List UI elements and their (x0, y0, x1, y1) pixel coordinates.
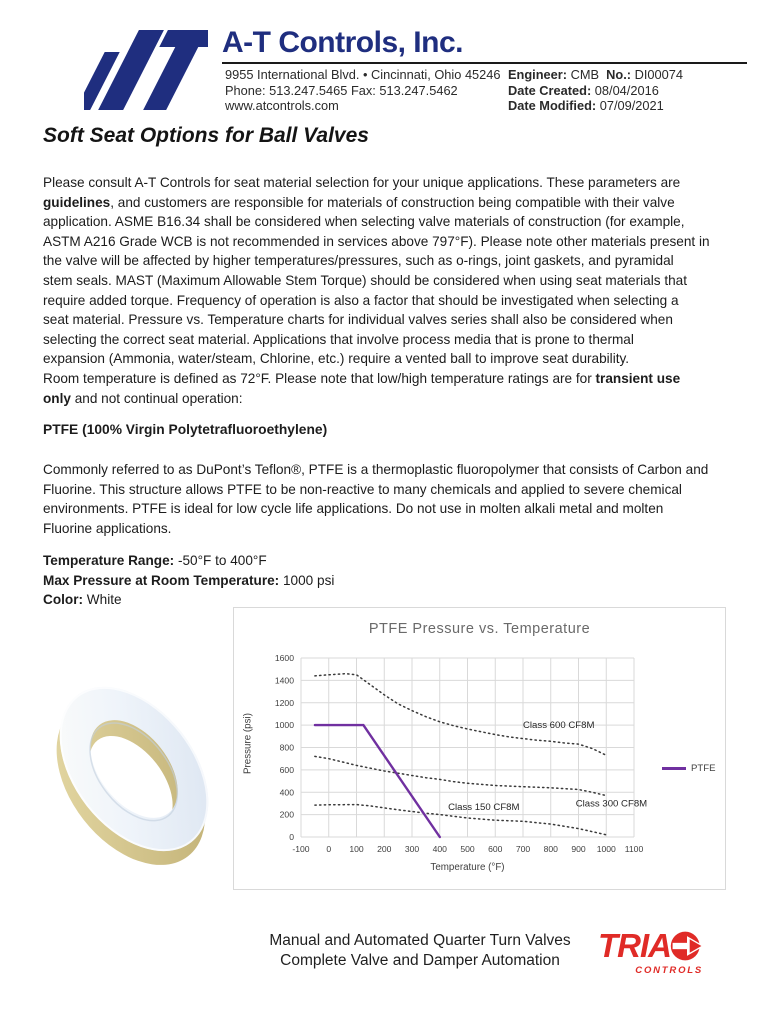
chart-plot-area: 0 200 400 600 800 1000 1200 1400 1600 -100 0 100 200… (275, 653, 647, 854)
triac-arrow-icon (670, 931, 705, 961)
svg-text:600: 600 (280, 765, 295, 775)
triac-controls-logo: TRIA CONTROLS (598, 928, 705, 976)
ptfe-seat-photo (56, 686, 209, 865)
company-name: A-T Controls, Inc. (222, 26, 464, 59)
svg-text:-100: -100 (292, 844, 309, 854)
chart-title: PTFE Pressure vs. Temperature (368, 621, 591, 637)
ptfe-section-heading: PTFE (100% Virgin Polytetrafluoroethylen… (43, 422, 328, 437)
at-controls-logo-icon (84, 30, 208, 110)
spec-list: Temperature Range: -50°F to 400°F Max Pre… (43, 553, 335, 608)
ptfe-paragraph: Commonly referred to as DuPont’s Teflon®… (43, 462, 709, 536)
legend-label: PTFE (691, 763, 716, 774)
svg-text:Class 600 CF8M: Class 600 CF8M (523, 720, 594, 731)
footer-tagline: Manual and Automated Quarter Turn Valves… (180, 931, 660, 971)
y-axis-label: Pressure (psi) (242, 713, 254, 774)
svg-text:1600: 1600 (275, 653, 294, 663)
svg-text:600: 600 (488, 844, 503, 854)
pressure-temperature-chart: PTFE Pressure vs. Temperature 0 200 400 600… (233, 607, 726, 890)
footer-line-2: Complete Valve and Damper Automation (280, 952, 560, 969)
svg-text:0: 0 (326, 844, 331, 854)
triac-logo-subtext: CONTROLS (635, 965, 703, 976)
svg-text:Class 300 CF8M: Class 300 CF8M (576, 798, 647, 809)
header-divider (222, 62, 747, 64)
svg-text:200: 200 (280, 810, 295, 820)
svg-text:400: 400 (280, 787, 295, 797)
svg-text:500: 500 (460, 844, 475, 854)
svg-text:900: 900 (571, 844, 586, 854)
footer-line-1: Manual and Automated Quarter Turn Valves (269, 932, 571, 949)
triac-logo-word: TRIA (598, 927, 672, 964)
svg-text:1200: 1200 (275, 698, 294, 708)
svg-text:300: 300 (405, 844, 420, 854)
svg-text:0: 0 (289, 832, 294, 842)
svg-text:1000: 1000 (597, 844, 616, 854)
chart-legend: PTFE (662, 763, 716, 774)
svg-text:100: 100 (349, 844, 364, 854)
svg-text:1400: 1400 (275, 675, 294, 685)
page-title: Soft Seat Options for Ball Valves (43, 124, 369, 147)
svg-text:1000: 1000 (275, 720, 294, 730)
intro-paragraph: Please consult A-T Controls for seat mat… (43, 175, 710, 406)
svg-text:400: 400 (433, 844, 448, 854)
x-axis-label: Temperature (°F) (430, 862, 505, 873)
company-address-block: 9955 International Blvd. • Cincinnati, O… (225, 67, 501, 114)
svg-text:700: 700 (516, 844, 531, 854)
svg-text:800: 800 (280, 743, 295, 753)
svg-text:Class 150 CF8M: Class 150 CF8M (448, 802, 519, 813)
document-meta-block: Engineer: CMB No.: DI00074 Date Created: … (508, 67, 683, 114)
svg-text:1100: 1100 (625, 844, 644, 854)
svg-text:200: 200 (377, 844, 392, 854)
legend-line-swatch (662, 767, 686, 770)
svg-text:800: 800 (544, 844, 559, 854)
